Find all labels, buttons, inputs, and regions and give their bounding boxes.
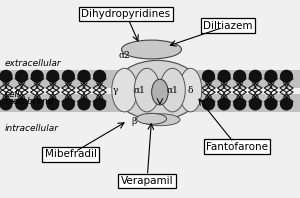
Bar	[0, 94, 300, 112]
Ellipse shape	[62, 70, 75, 83]
Ellipse shape	[249, 97, 262, 110]
Ellipse shape	[62, 97, 75, 110]
Ellipse shape	[218, 70, 231, 83]
Ellipse shape	[264, 70, 278, 83]
Ellipse shape	[233, 97, 246, 110]
Ellipse shape	[233, 70, 246, 83]
Ellipse shape	[31, 97, 44, 110]
Ellipse shape	[0, 70, 13, 83]
Ellipse shape	[136, 113, 166, 124]
Text: cell: cell	[4, 89, 20, 99]
Ellipse shape	[31, 70, 44, 83]
Ellipse shape	[134, 68, 160, 112]
Ellipse shape	[93, 70, 106, 83]
Ellipse shape	[152, 79, 168, 105]
Ellipse shape	[202, 97, 215, 110]
Ellipse shape	[280, 97, 293, 110]
Ellipse shape	[93, 97, 106, 110]
Ellipse shape	[77, 70, 91, 83]
Text: α2: α2	[118, 51, 130, 60]
Ellipse shape	[122, 40, 182, 59]
Ellipse shape	[202, 70, 215, 83]
Ellipse shape	[141, 114, 180, 126]
Ellipse shape	[114, 60, 201, 120]
Text: Diltiazem: Diltiazem	[203, 21, 253, 31]
Ellipse shape	[46, 70, 59, 83]
Ellipse shape	[218, 97, 231, 110]
Ellipse shape	[112, 68, 137, 112]
Ellipse shape	[15, 97, 28, 110]
Text: α1: α1	[134, 86, 146, 95]
Ellipse shape	[280, 70, 293, 83]
Text: Verapamil: Verapamil	[121, 176, 173, 186]
Text: Dihydropyridines: Dihydropyridines	[81, 9, 171, 19]
Ellipse shape	[15, 70, 28, 83]
Text: extracellular: extracellular	[4, 59, 61, 68]
Text: γ: γ	[113, 86, 118, 95]
Text: δ: δ	[188, 86, 193, 95]
Text: Fantofarone: Fantofarone	[206, 142, 268, 151]
Text: α1: α1	[167, 86, 178, 95]
Text: β: β	[131, 117, 136, 126]
Ellipse shape	[46, 97, 59, 110]
Bar	[0, 70, 300, 88]
Text: Mibefradil: Mibefradil	[44, 149, 97, 159]
Ellipse shape	[249, 70, 262, 83]
Ellipse shape	[77, 97, 91, 110]
Ellipse shape	[179, 68, 202, 112]
Ellipse shape	[160, 68, 185, 112]
Ellipse shape	[0, 97, 13, 110]
Text: intracellular: intracellular	[4, 124, 58, 133]
Ellipse shape	[264, 97, 278, 110]
Text: membrane: membrane	[4, 97, 54, 107]
